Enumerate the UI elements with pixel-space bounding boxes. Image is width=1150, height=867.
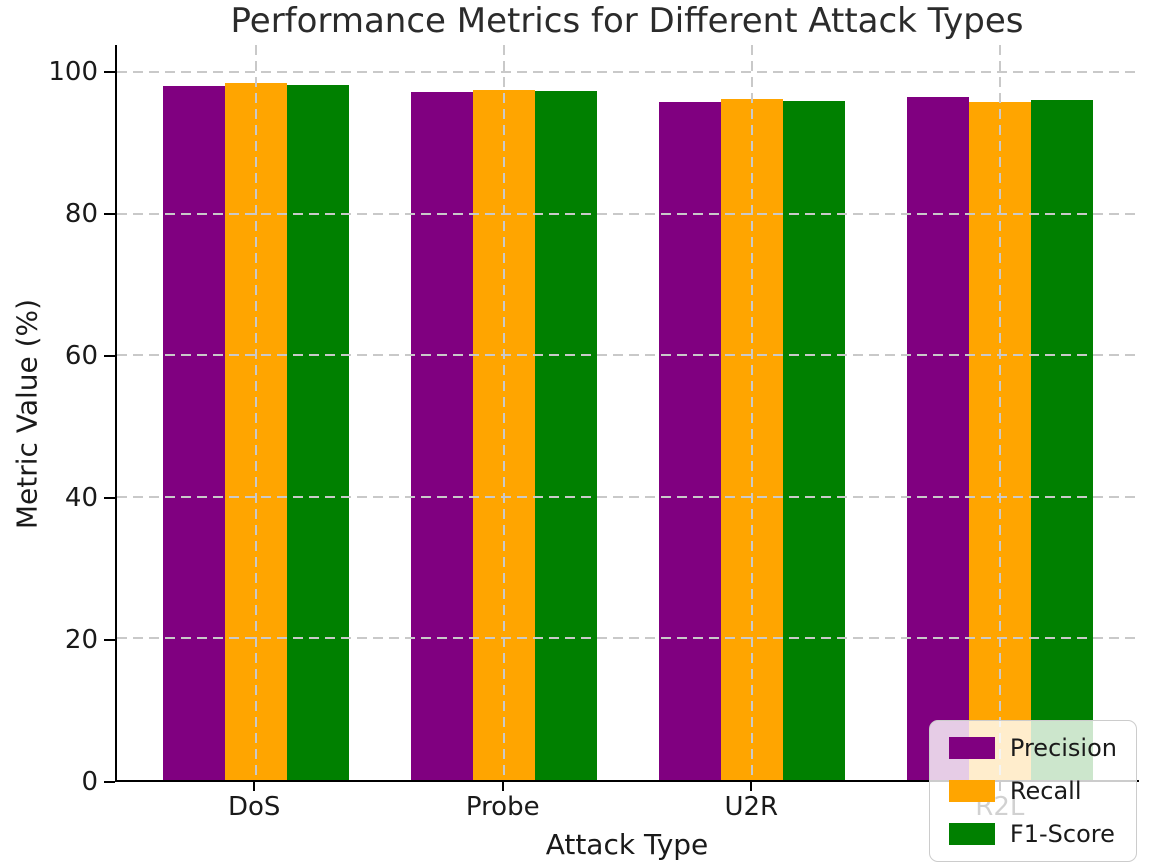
y-tick-40 (104, 497, 115, 500)
x-tick-label-dos: DoS (227, 792, 281, 822)
x-tick-label-u2r: U2R (724, 792, 779, 822)
x-tick-label-probe: Probe (465, 792, 540, 822)
bar-r2l-recall (969, 101, 1032, 780)
legend-label-precision: Precision (1009, 734, 1117, 762)
legend-swatch-f1-score (948, 823, 995, 845)
y-tick-60 (104, 355, 115, 358)
y-tick-label-80: 80 (64, 199, 98, 230)
y-tick-80 (104, 213, 115, 216)
bar-r2l-precision (907, 97, 970, 780)
bar-dos-precision (162, 86, 225, 780)
h-gridline-100 (117, 71, 1139, 74)
y-tick-label-40: 40 (64, 483, 98, 514)
y-tick-label-60: 60 (64, 341, 98, 372)
y-tick-20 (104, 639, 115, 642)
x-tick-dos (253, 782, 256, 791)
bar-probe-f1-score (534, 91, 597, 780)
bar-dos-recall (224, 82, 287, 780)
y-tick-label-20: 20 (64, 625, 98, 656)
bar-u2r-recall (721, 99, 784, 780)
x-tick-u2r (750, 782, 753, 791)
legend-swatch-precision (948, 737, 995, 759)
bar-dos-f1-score (286, 85, 349, 780)
bar-r2l-f1-score (1031, 99, 1094, 780)
bar-u2r-precision (659, 101, 721, 780)
y-tick-100 (104, 71, 115, 74)
x-axis-label: Attack Type (545, 828, 709, 861)
plot-area (115, 45, 1139, 782)
bar-probe-precision (410, 92, 473, 780)
legend-label-recall: Recall (1009, 777, 1082, 805)
x-tick-probe (501, 782, 504, 791)
y-tick-label-0: 0 (81, 767, 98, 797)
legend-item-f1-score: F1-Score (948, 820, 1117, 848)
chart-title: Performance Metrics for Different Attack… (230, 1, 1024, 41)
legend: Precision Recall F1-Score (928, 720, 1137, 862)
bar-u2r-f1-score (783, 100, 846, 780)
legend-item-recall: Recall (948, 777, 1117, 805)
legend-label-f1-score: F1-Score (1009, 820, 1115, 848)
legend-swatch-recall (948, 780, 995, 802)
bar-probe-recall (472, 89, 535, 780)
y-tick-0 (104, 781, 115, 783)
legend-item-precision: Precision (948, 734, 1117, 762)
y-tick-label-100: 100 (48, 57, 98, 88)
